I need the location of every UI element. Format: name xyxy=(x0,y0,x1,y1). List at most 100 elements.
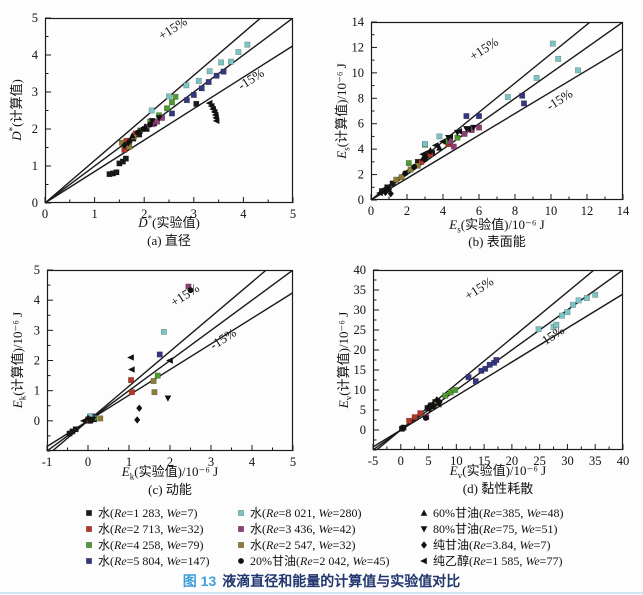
x-tick-label: 5 xyxy=(290,207,296,221)
scatter-point xyxy=(141,123,149,130)
scatter-point xyxy=(450,143,457,150)
axis-symbol: E xyxy=(121,464,130,479)
scatter-point xyxy=(156,351,163,358)
legend-item-label: 20%甘油(Re=2 042, We=45) xyxy=(250,554,390,568)
x-tick-label: 25 xyxy=(533,454,546,468)
x-tick-label: 4 xyxy=(440,204,447,218)
square-marker-icon xyxy=(86,510,92,516)
tri-left-marker-icon xyxy=(420,557,427,565)
y-tick-label: 20 xyxy=(354,343,367,357)
scatter-point xyxy=(420,509,428,516)
scatter-point xyxy=(190,92,197,98)
y-tick-label: 15 xyxy=(354,363,367,377)
x-axis-label-c: Ek(实验值)/10⁻⁶ J xyxy=(50,461,290,482)
scatter-point xyxy=(422,415,429,421)
scatter-point xyxy=(238,542,244,548)
scatter-point xyxy=(155,115,163,122)
axis-sub: v xyxy=(343,395,354,401)
axis-sub: s xyxy=(457,224,461,235)
axis-symbol: E xyxy=(449,463,458,478)
scatter-point xyxy=(166,357,173,364)
y-tick-label: 40 xyxy=(354,263,367,277)
scatter-point xyxy=(452,387,459,393)
legend-item: 20%甘油(Re=2 042, We=45) xyxy=(236,553,389,569)
figure-number: 图 13 xyxy=(182,573,217,589)
subplot-caption-a: (a) 直径 xyxy=(147,233,191,248)
scatter-plot-kinetic-energy: -1 0 1 2 3 4 5 0 1 2 3 4 5 +15% -15% xyxy=(34,263,296,469)
scatter-point xyxy=(86,526,92,532)
y-tick-label: 14 xyxy=(352,15,365,29)
scatter-point xyxy=(128,389,135,396)
x-tick-label: 6 xyxy=(476,204,482,218)
scatter-point xyxy=(463,113,470,120)
scatter-point xyxy=(455,128,462,135)
plot-frame xyxy=(370,21,624,201)
scatter-point xyxy=(169,110,175,117)
scatter-point xyxy=(422,141,428,148)
scatter-point xyxy=(504,94,511,100)
scatter-point xyxy=(148,118,156,125)
axis-sub: k xyxy=(129,471,135,482)
ref-line-label: +15% xyxy=(168,280,202,310)
bottom-divider xyxy=(0,592,643,594)
tri-up-marker-icon xyxy=(420,509,428,516)
x-tick-label: 4 xyxy=(249,455,256,469)
subplot-caption-d: (d) 黏性耗散 xyxy=(462,481,534,496)
scatter-point xyxy=(127,366,135,373)
subplot-caption-c: (c) 动能 xyxy=(148,482,192,497)
axis-symbol: E xyxy=(10,400,25,409)
y-tick-label: 1 xyxy=(32,159,38,173)
y-tick-label: 6 xyxy=(358,117,364,131)
figure-caption-text: 液滴直径和能量的计算值与实验值对比 xyxy=(222,573,461,589)
figure-caption: 图 13 液滴直径和能量的计算值与实验值对比 xyxy=(0,571,643,591)
scatter-point xyxy=(382,188,389,197)
y-tick-label: 5 xyxy=(34,263,40,277)
axis-text: (实验值)/10⁻⁶ J xyxy=(462,463,547,478)
x-tick-label: 10 xyxy=(450,454,463,468)
scatter-point xyxy=(419,151,426,158)
plot-frame xyxy=(46,269,294,452)
legend-item-label: 水(Re=5 804, We=147) xyxy=(98,554,210,568)
scatter-point xyxy=(424,148,432,155)
scatter-point xyxy=(533,74,540,81)
scatter-point xyxy=(187,287,194,294)
x-tick-label: 3 xyxy=(191,207,197,221)
scatter-point xyxy=(164,105,170,112)
scatter-point xyxy=(519,92,526,99)
y-tick-label: 3 xyxy=(34,323,40,337)
axis-text: (实验值) xyxy=(152,215,200,230)
axis-text: (实验值)/10⁻⁶ J xyxy=(134,464,219,479)
x-tick-label: 15 xyxy=(478,454,491,468)
y-tick-label: 3 xyxy=(32,85,38,99)
ref-line xyxy=(373,293,623,448)
x-tick-label: 0 xyxy=(85,455,91,469)
scatter-point xyxy=(218,59,225,66)
scatter-point xyxy=(89,416,97,424)
legend-item-label: 水(Re=4 258, We=79) xyxy=(98,538,204,552)
legend-item-label: 水(Re=2 547, We=32) xyxy=(250,538,356,552)
scatter-point xyxy=(119,158,126,165)
square-marker-icon xyxy=(238,526,244,532)
x-tick-label: 1 xyxy=(91,207,97,221)
x-tick-label: 5 xyxy=(425,454,431,468)
legend-item: 水(Re=2 547, We=32) xyxy=(236,537,389,553)
y-tick-label: 0 xyxy=(32,196,38,210)
scatter-point xyxy=(521,100,527,107)
x-tick-label: 5 xyxy=(290,455,296,469)
y-tick-label: 35 xyxy=(354,283,367,297)
axis-text: (实验值)/10⁻⁶ J xyxy=(460,217,545,232)
legend-column-1: 水(Re=1 283, We=7) 水(Re=2 713, We=32) 水(Re=… xyxy=(84,505,209,569)
legend-item: 水(Re=3 436, We=42) xyxy=(236,521,389,537)
y-tick-label: 1 xyxy=(34,384,40,398)
scatter-point xyxy=(172,93,179,100)
axis-sub: k xyxy=(17,395,28,401)
plot-frame xyxy=(372,269,624,451)
scatter-point xyxy=(420,557,427,565)
scatter-point xyxy=(470,124,477,132)
y-tick-label: 10 xyxy=(352,66,365,80)
scatter-point xyxy=(549,40,556,47)
y-axis-label-b: Es(计算值)/10⁻⁶ J xyxy=(331,1,352,221)
ref-line-label: +15% xyxy=(462,273,496,303)
ref-line xyxy=(371,48,623,200)
legend-item-label: 纯乙醇(Re=1 585, We=77) xyxy=(433,554,563,568)
